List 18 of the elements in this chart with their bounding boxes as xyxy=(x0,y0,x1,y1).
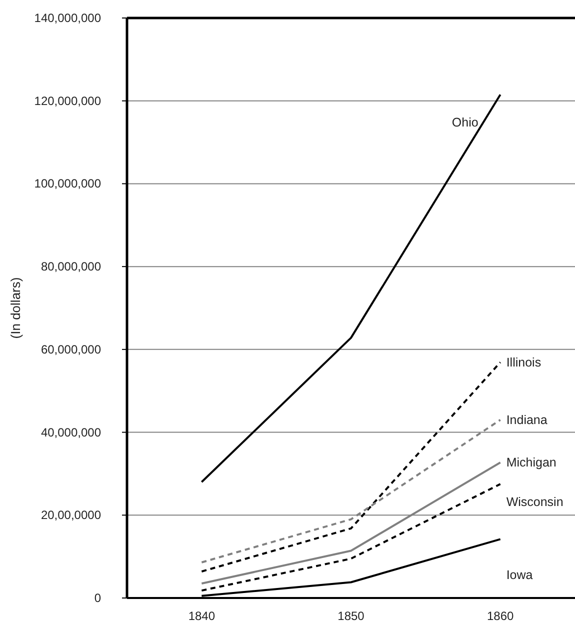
y-tick-label: 60,000,000 xyxy=(40,342,102,356)
y-tick-label: 40,000,000 xyxy=(40,425,102,440)
x-tick-label: 1850 xyxy=(338,609,365,623)
series-label: Indiana xyxy=(506,412,548,427)
y-tick-label: 0 xyxy=(94,591,102,605)
y-tick-label: 140,000,000 xyxy=(34,11,102,25)
y-tick-label: 20,00,0000 xyxy=(40,508,102,522)
text: Iowa xyxy=(506,568,533,582)
y-tick-label: 80,000,000 xyxy=(40,260,102,274)
series-label: Michigan xyxy=(506,456,556,470)
y-axis-title: (In dollars) xyxy=(8,277,23,339)
series-label: Illinois xyxy=(506,355,542,370)
x-tick-label: 1860 xyxy=(486,609,514,623)
series-label: Ohio xyxy=(452,116,478,130)
series-label: Wisconsin xyxy=(506,495,564,510)
x-tick-label: 1840 xyxy=(188,609,216,623)
y-tick-label: 120,000,000 xyxy=(34,94,102,108)
y-tick-label: 100,000,000 xyxy=(34,176,102,191)
